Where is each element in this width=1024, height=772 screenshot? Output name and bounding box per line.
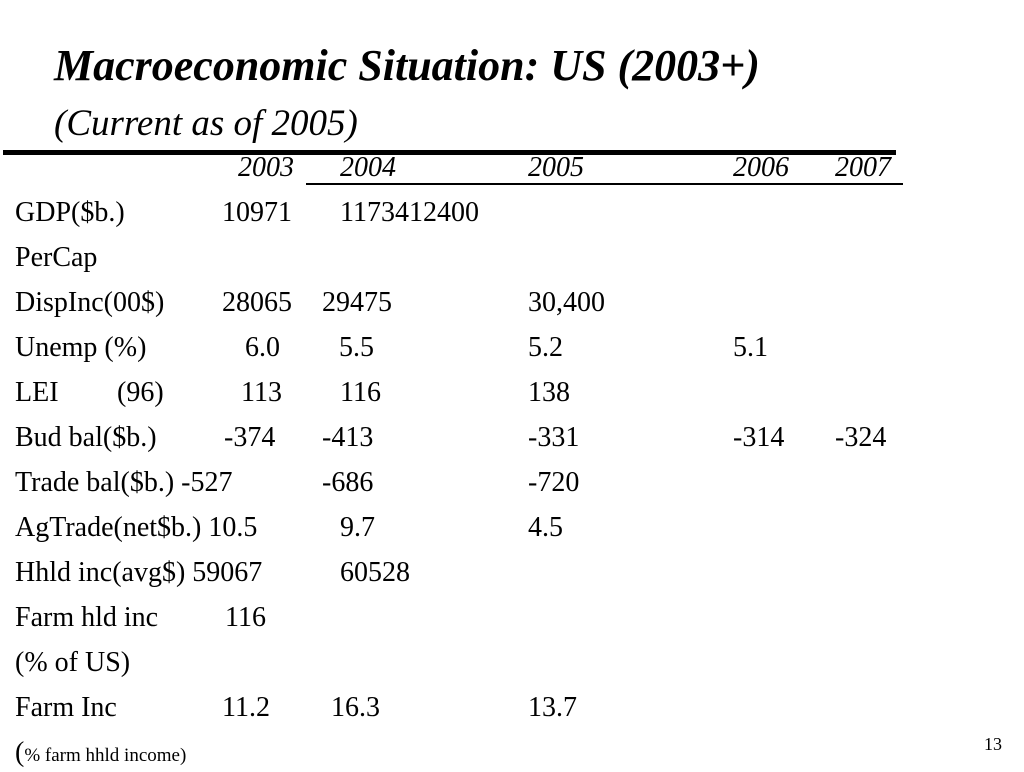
row-label-agtrade: AgTrade(net$b.) 10.5 <box>15 512 258 543</box>
year-header-2006: 2006 <box>733 152 789 183</box>
cell-farminc-2004: 16.3 <box>331 692 380 723</box>
year-header-2004: 2004 <box>340 152 396 183</box>
cell-farmhldinc-2003: 116 <box>225 602 266 633</box>
page-number: 13 <box>984 734 1002 754</box>
row-label-hhldinc: Hhld inc(avg$) 59067 <box>15 557 263 588</box>
row-label-tradebal: Trade bal($b.) -527 <box>15 467 233 498</box>
row-label-budbal: Bud bal($b.) <box>15 422 157 453</box>
cell-unemp-2003: 6.0 <box>245 332 280 363</box>
row-label-dispinc: DispInc(00$) <box>15 287 165 318</box>
row-label-unemp: Unemp (%) <box>15 332 147 363</box>
cell-budbal-2005: -331 <box>528 422 580 453</box>
year-header-underline <box>306 183 903 185</box>
cell-unemp-2006: 5.1 <box>733 332 768 363</box>
cell-tradebal-2004: -686 <box>322 467 374 498</box>
slide-subtitle: (Current as of 2005) <box>54 103 358 144</box>
row-label-percap: PerCap <box>15 242 98 273</box>
cell-farminc-2003: 11.2 <box>222 692 270 723</box>
cell-tradebal-2005: -720 <box>528 467 580 498</box>
cell-lei-2004: 116 <box>340 377 381 408</box>
cell-budbal-2004: -413 <box>322 422 374 453</box>
cell-lei-2005: 138 <box>528 377 570 408</box>
cell-dispinc-2004: 29475 <box>322 287 392 318</box>
year-header-2007: 2007 <box>835 152 891 183</box>
row-label-farmhldinc: Farm hld inc <box>15 602 159 633</box>
row-label-gdp: GDP($b.) <box>15 197 125 228</box>
cell-agtrade-2005: 4.5 <box>528 512 563 543</box>
cell-dispinc-2005: 30,400 <box>528 287 605 318</box>
farm-note-text: % farm hhld income) <box>24 745 187 766</box>
cell-farminc-2005: 13.7 <box>528 692 577 723</box>
cell-agtrade-2004: 9.7 <box>340 512 375 543</box>
year-header-2003: 2003 <box>238 152 294 183</box>
cell-budbal-2007: -324 <box>835 422 887 453</box>
slide-title: Macroeconomic Situation: US (2003+) <box>54 41 760 90</box>
row-label-lei: LEI <box>15 377 59 408</box>
farm-note-paren: ( <box>15 737 25 768</box>
cell-gdp-2003: 10971 <box>222 197 292 228</box>
row-label-lei-base: (96) <box>117 377 164 408</box>
cell-dispinc-2003: 28065 <box>222 287 292 318</box>
title-divider <box>3 150 896 155</box>
row-label-farminc: Farm Inc <box>15 692 117 723</box>
row-label-pct-of-us: (% of US) <box>15 647 131 678</box>
cell-unemp-2004: 5.5 <box>339 332 374 363</box>
row-label-farm-note: (% farm hhld income) <box>15 737 186 772</box>
cell-budbal-2006: -314 <box>733 422 785 453</box>
cell-unemp-2005: 5.2 <box>528 332 563 363</box>
year-header-2005: 2005 <box>528 152 584 183</box>
cell-budbal-2003: -374 <box>224 422 276 453</box>
cell-gdp-2004: 1173412400 <box>340 197 479 228</box>
cell-lei-2003: 113 <box>241 377 282 408</box>
cell-hhldinc-2004: 60528 <box>340 557 410 588</box>
